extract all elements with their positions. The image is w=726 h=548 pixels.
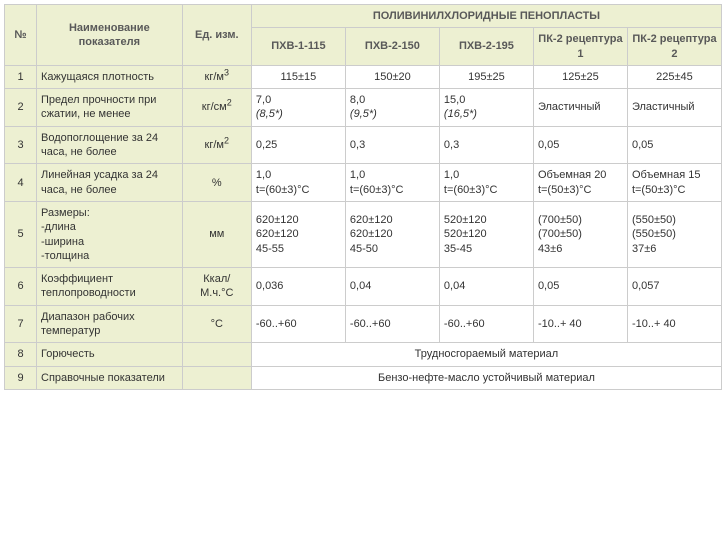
properties-table: № Наименование показателя Ед. изм. ПОЛИВ… xyxy=(4,4,722,390)
row-unit: кг/м2 xyxy=(183,127,251,164)
row-value: 1,0t=(60±3)°C xyxy=(440,164,533,201)
row-value: Эластичный xyxy=(534,89,627,126)
row-value: -60..+60 xyxy=(252,306,345,343)
table-row: 5Размеры:-длина-ширина-толщинамм620±1206… xyxy=(5,202,721,267)
row-value: Объемная 20t=(50±3)°C xyxy=(534,164,627,201)
row-value: 125±25 xyxy=(534,66,627,88)
table-row: 1Кажущаяся плотностькг/м3115±15150±20195… xyxy=(5,66,721,88)
row-name: Диапазон рабочих температур xyxy=(37,306,182,343)
table-row: 3Водопоглощение за 24 часа, не болеекг/м… xyxy=(5,127,721,164)
col-header-unit: Ед. изм. xyxy=(183,5,251,65)
col-header-material: ПХВ-2-150 xyxy=(346,28,439,65)
row-value: 150±20 xyxy=(346,66,439,88)
row-number: 9 xyxy=(5,367,36,389)
table-row: 6Коэффициент теплопроводностиКкал/М.ч.°С… xyxy=(5,268,721,305)
row-merged-value: Трудносгораемый материал xyxy=(252,343,721,365)
col-header-material: ПХВ-2-195 xyxy=(440,28,533,65)
row-number: 7 xyxy=(5,306,36,343)
row-value: 0,04 xyxy=(440,268,533,305)
row-merged-value: Бензо-нефте-масло устойчивый материал xyxy=(252,367,721,389)
row-value: 115±15 xyxy=(252,66,345,88)
table-row: 8Горючесть Трудносгораемый материал xyxy=(5,343,721,365)
row-number: 4 xyxy=(5,164,36,201)
row-value: 620±120620±12045-55 xyxy=(252,202,345,267)
row-value: Объемная 15t=(50±3)°C xyxy=(628,164,721,201)
row-unit: % xyxy=(183,164,251,201)
row-number: 5 xyxy=(5,202,36,267)
row-unit: кг/см2 xyxy=(183,89,251,126)
row-value: 620±120620±12045-50 xyxy=(346,202,439,267)
row-unit: °С xyxy=(183,306,251,343)
row-value: 0,036 xyxy=(252,268,345,305)
row-value: 0,3 xyxy=(440,127,533,164)
row-value: 1,0t=(60±3)°C xyxy=(252,164,345,201)
row-value: (550±50)(550±50)37±6 xyxy=(628,202,721,267)
table-row: 7Диапазон рабочих температур°С-60..+60-6… xyxy=(5,306,721,343)
row-value: Эластичный xyxy=(628,89,721,126)
row-value: 8,0(9,5*) xyxy=(346,89,439,126)
col-header-group: ПОЛИВИНИЛХЛОРИДНЫЕ ПЕНОПЛАСТЫ xyxy=(252,5,721,27)
table-row: 2Предел прочности при сжатии, не менеекг… xyxy=(5,89,721,126)
col-header-name: Наименование показателя xyxy=(37,5,182,65)
row-name: Размеры:-длина-ширина-толщина xyxy=(37,202,182,267)
row-name: Справочные показатели xyxy=(37,367,182,389)
row-value: 15,0(16,5*) xyxy=(440,89,533,126)
row-value: 0,05 xyxy=(534,268,627,305)
col-header-number: № xyxy=(5,5,36,65)
row-number: 3 xyxy=(5,127,36,164)
row-number: 2 xyxy=(5,89,36,126)
row-value: 225±45 xyxy=(628,66,721,88)
row-unit: мм xyxy=(183,202,251,267)
row-value: 1,0t=(60±3)°C xyxy=(346,164,439,201)
col-header-material: ПХВ-1-115 xyxy=(252,28,345,65)
row-unit: кг/м3 xyxy=(183,66,251,88)
row-number: 6 xyxy=(5,268,36,305)
row-value: -10..+ 40 xyxy=(534,306,627,343)
row-name: Предел прочности при сжатии, не менее xyxy=(37,89,182,126)
row-unit xyxy=(183,367,251,389)
row-name: Горючесть xyxy=(37,343,182,365)
row-value: -60..+60 xyxy=(346,306,439,343)
table-header: № Наименование показателя Ед. изм. ПОЛИВ… xyxy=(5,5,721,65)
row-value: -60..+60 xyxy=(440,306,533,343)
row-name: Коэффициент теплопроводности xyxy=(37,268,182,305)
table-row: 9Справочные показатели Бензо-нефте-масло … xyxy=(5,367,721,389)
row-value: 520±120520±12035-45 xyxy=(440,202,533,267)
row-value: 0,3 xyxy=(346,127,439,164)
row-value: 7,0(8,5*) xyxy=(252,89,345,126)
col-header-material: ПК-2 рецептура 1 xyxy=(534,28,627,65)
row-name: Водопоглощение за 24 часа, не более xyxy=(37,127,182,164)
col-header-material: ПК-2 рецептура 2 xyxy=(628,28,721,65)
table-row: 4Линейная усадка за 24 часа, не более%1,… xyxy=(5,164,721,201)
table-body: 1Кажущаяся плотностькг/м3115±15150±20195… xyxy=(5,66,721,389)
row-value: (700±50)(700±50)43±6 xyxy=(534,202,627,267)
row-name: Кажущаяся плотность xyxy=(37,66,182,88)
row-value: -10..+ 40 xyxy=(628,306,721,343)
row-name: Линейная усадка за 24 часа, не более xyxy=(37,164,182,201)
row-value: 0,05 xyxy=(628,127,721,164)
row-number: 1 xyxy=(5,66,36,88)
row-value: 0,25 xyxy=(252,127,345,164)
row-value: 0,05 xyxy=(534,127,627,164)
row-value: 195±25 xyxy=(440,66,533,88)
row-unit xyxy=(183,343,251,365)
row-value: 0,057 xyxy=(628,268,721,305)
row-number: 8 xyxy=(5,343,36,365)
row-unit: Ккал/М.ч.°С xyxy=(183,268,251,305)
row-value: 0,04 xyxy=(346,268,439,305)
